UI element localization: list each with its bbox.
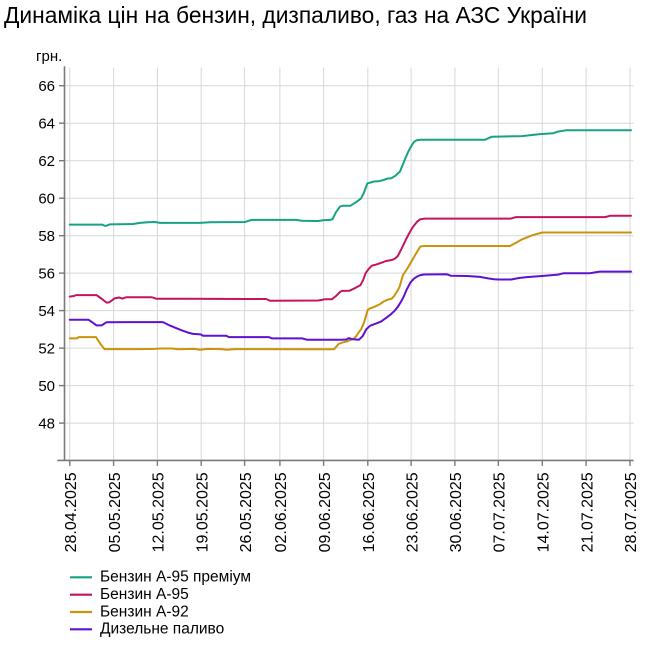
svg-text:19.05.2025: 19.05.2025 (194, 472, 211, 552)
svg-text:23.06.2025: 23.06.2025 (404, 472, 421, 552)
svg-text:Бензин А-92: Бензин А-92 (100, 603, 189, 620)
svg-text:02.06.2025: 02.06.2025 (273, 472, 290, 552)
svg-text:26.05.2025: 26.05.2025 (238, 472, 255, 552)
svg-text:28.04.2025: 28.04.2025 (63, 472, 80, 552)
svg-text:Бензин А-95: Бензин А-95 (100, 586, 189, 603)
svg-text:07.07.2025: 07.07.2025 (492, 472, 509, 552)
svg-text:Динаміка цін на бензин, дизпал: Динаміка цін на бензин, дизпаливо, газ н… (4, 2, 587, 28)
svg-text:58: 58 (38, 228, 55, 245)
svg-text:56: 56 (38, 266, 55, 283)
svg-text:Бензин А-95 преміум: Бензин А-95 преміум (100, 569, 251, 586)
svg-text:54: 54 (38, 303, 55, 320)
svg-text:30.06.2025: 30.06.2025 (448, 472, 465, 552)
svg-text:14.07.2025: 14.07.2025 (536, 472, 553, 552)
svg-text:64: 64 (38, 116, 55, 133)
svg-text:52: 52 (38, 341, 55, 358)
svg-text:грн.: грн. (36, 48, 62, 65)
svg-text:66: 66 (38, 78, 55, 95)
svg-text:48: 48 (38, 416, 55, 433)
svg-text:16.06.2025: 16.06.2025 (361, 472, 378, 552)
svg-text:21.07.2025: 21.07.2025 (579, 472, 596, 552)
svg-text:50: 50 (38, 378, 55, 395)
svg-text:62: 62 (38, 153, 55, 170)
svg-text:60: 60 (38, 191, 55, 208)
svg-text:28.07.2025: 28.07.2025 (623, 472, 640, 552)
svg-text:Дизельне паливо: Дизельне паливо (100, 621, 224, 638)
svg-text:05.05.2025: 05.05.2025 (107, 472, 124, 552)
svg-text:12.05.2025: 12.05.2025 (151, 472, 168, 552)
svg-text:09.06.2025: 09.06.2025 (317, 472, 334, 552)
